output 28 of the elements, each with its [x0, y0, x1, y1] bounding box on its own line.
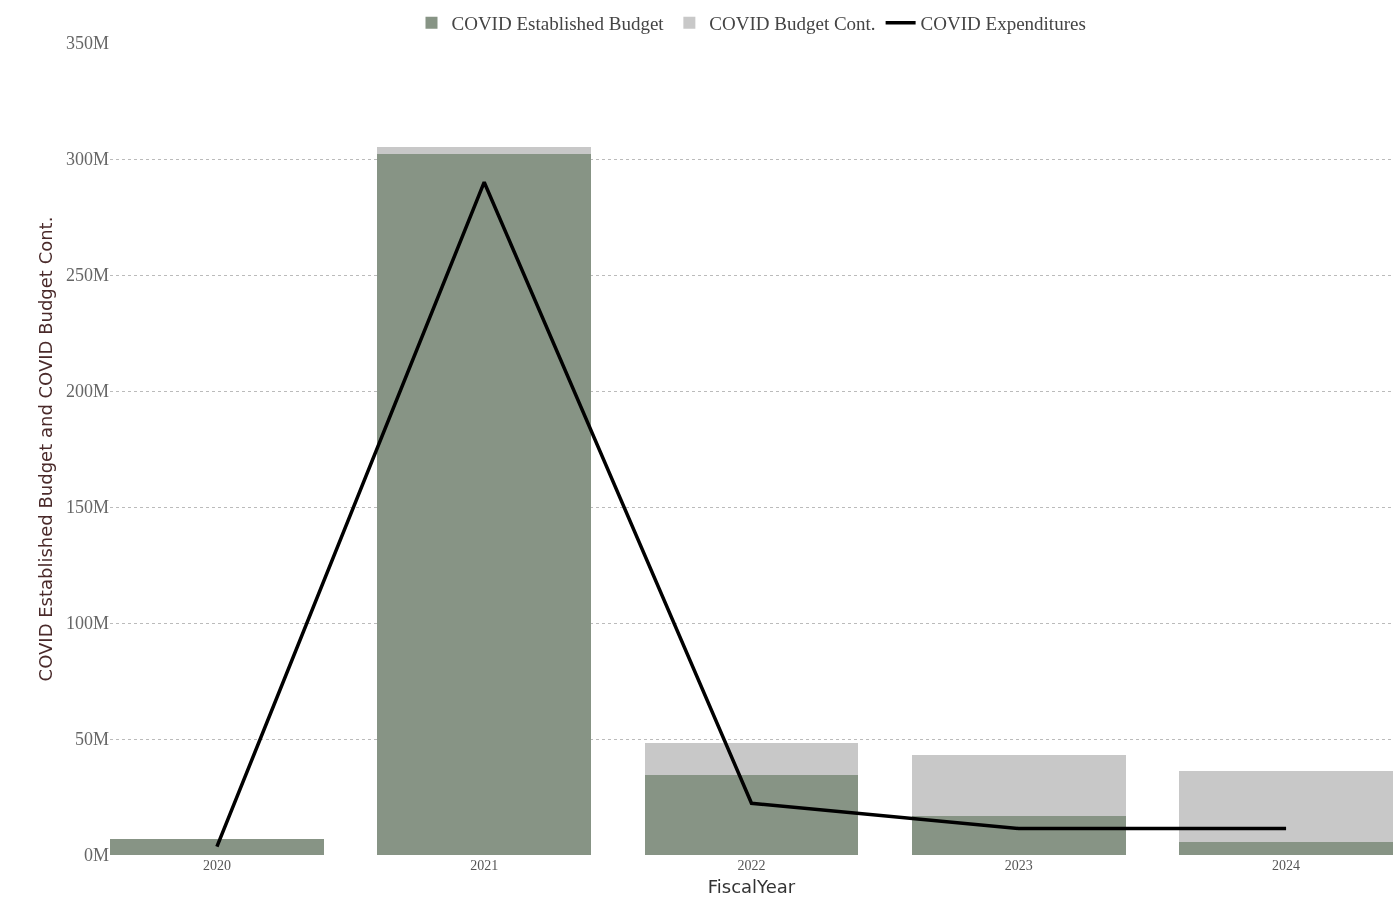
x-tick-label: 2024	[1272, 858, 1301, 873]
x-tick-label: 2020	[202, 858, 231, 873]
bar	[911, 755, 1126, 817]
bar	[1179, 771, 1393, 842]
x-tick-label: 2023	[1004, 858, 1033, 873]
x-tick-label: 2021	[470, 858, 499, 873]
y-tick-label: 250M	[65, 265, 109, 286]
y-tick-label: 50M	[74, 729, 109, 750]
bar	[1179, 841, 1393, 855]
legend-label: COVID Expenditures	[920, 13, 1086, 35]
legend-label: COVID Budget Cont.	[709, 13, 876, 35]
y-tick-label: 300M	[65, 149, 109, 170]
line-series	[215, 180, 1288, 849]
bar	[911, 816, 1126, 855]
bar	[644, 743, 859, 775]
y-tick-label: 350M	[65, 33, 109, 54]
legend-label: COVID Established Budget	[451, 13, 665, 35]
x-tick-label: 2022	[737, 858, 766, 873]
y-tick-label: 200M	[65, 381, 109, 402]
bar	[110, 839, 324, 855]
bar	[644, 774, 859, 855]
y-tick-label: 100M	[65, 613, 109, 634]
bar	[377, 147, 592, 155]
y-axis-title: COVID Established Budget and COVID Budget Cont.	[35, 216, 57, 682]
y-tick-label: 0M	[83, 845, 109, 866]
bar	[377, 154, 592, 855]
x-axis-title: FiscalYear	[707, 876, 796, 898]
y-tick-label: 150M	[65, 497, 109, 518]
